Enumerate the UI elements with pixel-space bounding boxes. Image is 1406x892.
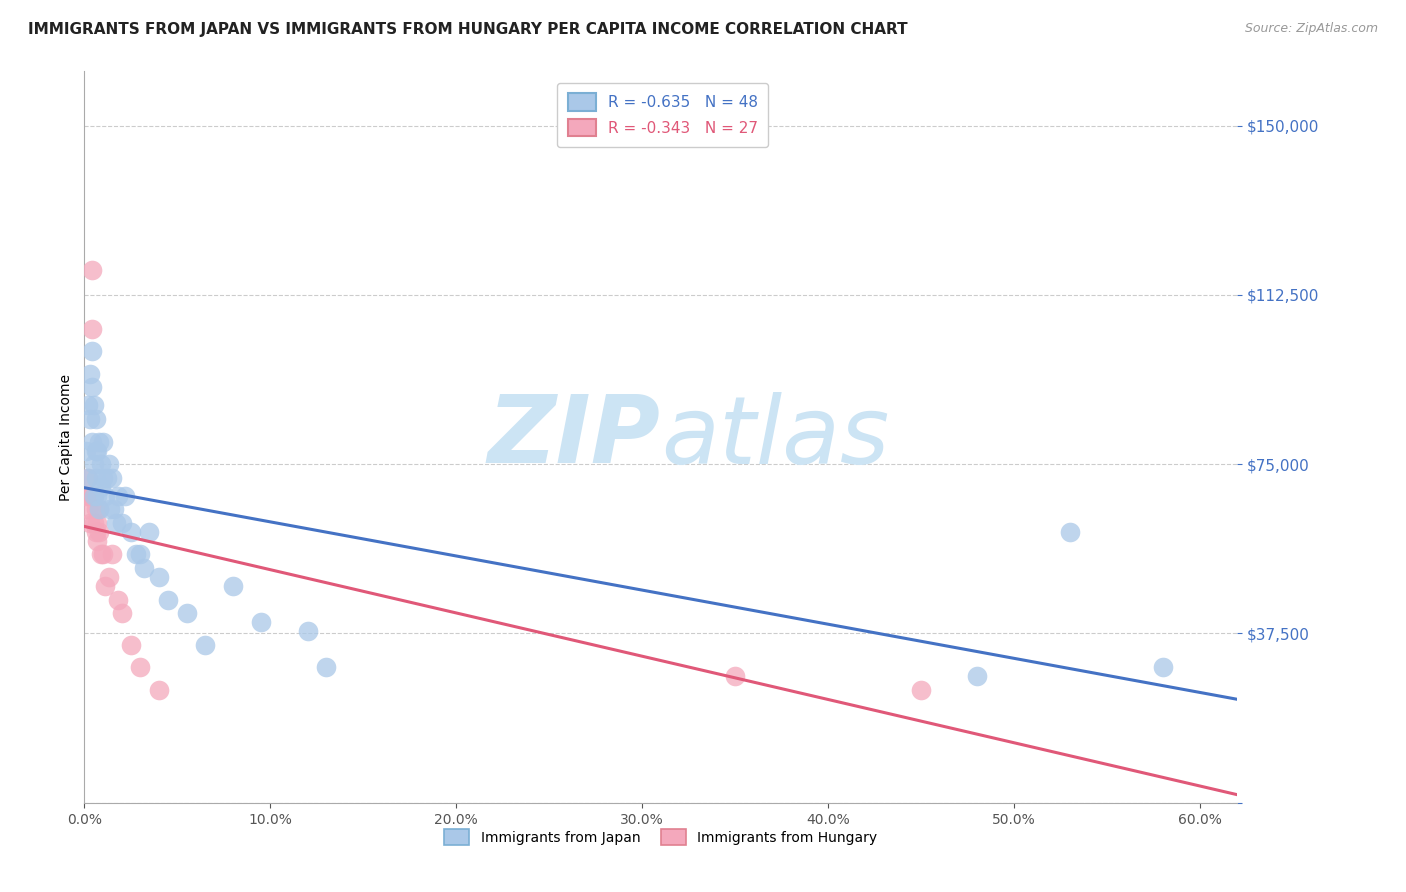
Y-axis label: Per Capita Income: Per Capita Income <box>59 374 73 500</box>
Point <box>79 516 101 530</box>
Point <box>79 489 101 503</box>
Point <box>77 471 100 485</box>
Point <box>315 660 337 674</box>
Point <box>75 489 97 503</box>
Point <box>222 579 245 593</box>
Point <box>103 502 125 516</box>
Point <box>86 443 108 458</box>
Point <box>89 434 111 449</box>
Point <box>80 380 103 394</box>
Text: IMMIGRANTS FROM JAPAN VS IMMIGRANTS FROM HUNGARY PER CAPITA INCOME CORRELATION C: IMMIGRANTS FROM JAPAN VS IMMIGRANTS FROM… <box>28 22 908 37</box>
Point <box>91 548 114 562</box>
Point <box>91 434 114 449</box>
Point <box>94 579 117 593</box>
Point <box>107 592 129 607</box>
Point <box>84 412 107 426</box>
Point <box>96 471 118 485</box>
Point <box>86 516 108 530</box>
Point <box>724 669 747 683</box>
Point <box>79 367 101 381</box>
Point <box>89 524 111 539</box>
Point <box>80 434 103 449</box>
Point <box>157 592 180 607</box>
Point <box>104 516 127 530</box>
Point <box>80 344 103 359</box>
Point <box>79 412 101 426</box>
Point <box>1059 524 1081 539</box>
Point <box>80 322 103 336</box>
Point <box>120 524 142 539</box>
Point <box>125 548 148 562</box>
Point <box>250 615 273 630</box>
Point <box>84 443 107 458</box>
Point <box>194 638 217 652</box>
Point <box>86 489 108 503</box>
Point <box>83 516 105 530</box>
Point <box>101 471 124 485</box>
Point <box>83 399 105 413</box>
Point <box>90 480 112 494</box>
Point <box>77 471 100 485</box>
Point <box>1152 660 1174 674</box>
Text: ZIP: ZIP <box>488 391 661 483</box>
Point <box>97 570 120 584</box>
Point <box>120 638 142 652</box>
Point <box>75 443 97 458</box>
Point <box>84 471 107 485</box>
Point <box>107 489 129 503</box>
Text: Source: ZipAtlas.com: Source: ZipAtlas.com <box>1244 22 1378 36</box>
Point <box>83 489 105 503</box>
Point <box>101 548 124 562</box>
Point <box>114 489 136 503</box>
Point <box>90 548 112 562</box>
Text: atlas: atlas <box>661 392 889 483</box>
Point <box>110 606 132 620</box>
Point <box>129 660 152 674</box>
Point <box>77 502 100 516</box>
Point <box>86 533 108 548</box>
Point <box>129 548 152 562</box>
Point <box>84 502 107 516</box>
Point <box>94 489 117 503</box>
Point <box>84 524 107 539</box>
Point <box>910 682 932 697</box>
Point <box>148 570 170 584</box>
Point <box>77 399 100 413</box>
Point <box>132 561 155 575</box>
Point <box>83 457 105 471</box>
Point <box>148 682 170 697</box>
Point <box>966 669 988 683</box>
Point <box>83 489 105 503</box>
Point <box>80 263 103 277</box>
Point <box>91 471 114 485</box>
Point <box>89 502 111 516</box>
Point <box>89 502 111 516</box>
Point <box>176 606 198 620</box>
Point <box>100 502 122 516</box>
Point <box>90 457 112 471</box>
Point <box>97 457 120 471</box>
Legend: Immigrants from Japan, Immigrants from Hungary: Immigrants from Japan, Immigrants from H… <box>439 823 883 851</box>
Point <box>297 624 319 639</box>
Point <box>110 516 132 530</box>
Point <box>138 524 160 539</box>
